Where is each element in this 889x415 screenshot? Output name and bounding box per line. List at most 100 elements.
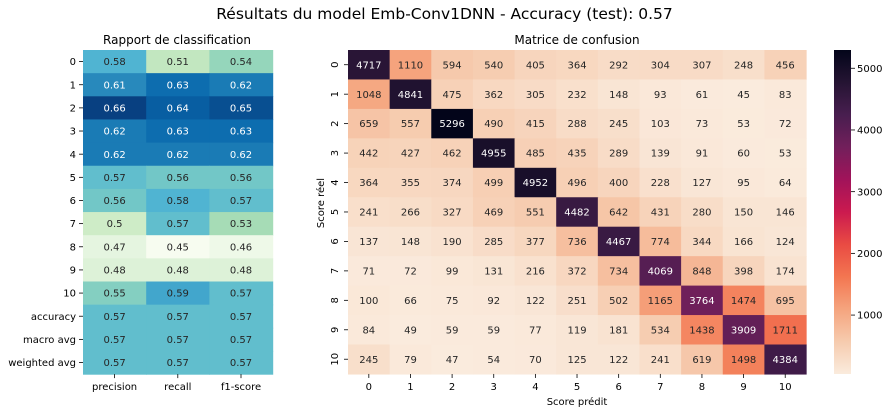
confusion-cell-label: 442: [359, 149, 378, 160]
confusion-cell: [431, 50, 474, 81]
confusion-cell: [722, 167, 765, 198]
confusion-cell: [389, 50, 432, 81]
report-cell-label: 0.57: [167, 335, 189, 346]
confusion-cell-label: 642: [609, 208, 628, 219]
confusion-cell-label: 4069: [648, 266, 673, 277]
confusion-cell: [472, 344, 516, 375]
confusion-cell-label: 75: [446, 296, 459, 307]
confusion-cell: [431, 108, 474, 139]
classification-report-title: Rapport de classification: [103, 33, 251, 47]
confusion-cell-label: 190: [443, 237, 462, 248]
confusion-cell: [764, 108, 807, 139]
confusion-cell-label: 83: [779, 90, 792, 101]
confusion-cell: [597, 315, 641, 346]
confusion-cell-label: 551: [526, 208, 545, 219]
report-ytick-label: accuracy: [31, 312, 76, 323]
confusion-cell: [389, 256, 432, 287]
confusion-matrix-heatmap: Matrice de confusion 4717 1110 594 540 405 36…: [315, 33, 807, 408]
confusion-cell: [556, 138, 599, 169]
report-cell: [146, 235, 210, 259]
report-cell-label: 0.54: [230, 57, 252, 68]
confusion-cell-label: 150: [734, 208, 753, 219]
confusion-cell: [348, 285, 391, 316]
confusion-cell: [472, 50, 516, 81]
report-cell-label: 0.56: [230, 173, 252, 184]
report-ytick-label: 4: [70, 150, 76, 161]
confusion-matrix-title: Matrice de confusion: [514, 33, 639, 47]
confusion-cell-label: 241: [359, 208, 378, 219]
confusion-cell: [597, 344, 641, 375]
confusion-cell: [681, 108, 724, 139]
confusion-cell: [389, 108, 432, 139]
report-cell: [209, 258, 274, 283]
report-cell: [146, 258, 210, 283]
confusion-cell: [431, 167, 474, 198]
confusion-cell: [681, 167, 724, 198]
report-cell-label: 0.63: [167, 127, 189, 138]
confusion-cell-label: 174: [776, 266, 795, 277]
confusion-cell: [514, 50, 557, 81]
confusion-cell: [556, 344, 599, 375]
confusion-cell-label: 4482: [564, 208, 589, 219]
confusion-cell-label: 61: [696, 90, 709, 101]
confusion-ytick-label: 4: [330, 179, 341, 185]
confusion-cell: [514, 138, 557, 169]
confusion-cell: [639, 108, 682, 139]
report-cell-label: 0.62: [103, 150, 125, 161]
confusion-cell-label: 4384: [772, 355, 797, 366]
confusion-cell-label: 540: [484, 60, 503, 71]
confusion-cell-label: 228: [651, 178, 670, 189]
colorbar-tick-label: 1000: [857, 311, 882, 322]
confusion-cell-label: 148: [609, 90, 628, 101]
confusion-cell-label: 245: [359, 355, 378, 366]
report-cell-label: 0.55: [103, 289, 125, 300]
report-cell-label: 0.57: [230, 289, 252, 300]
confusion-cell-label: 241: [651, 355, 670, 366]
confusion-cell: [764, 226, 807, 257]
confusion-cell: [597, 50, 641, 81]
confusion-cell: [514, 226, 557, 257]
report-cell: [83, 73, 147, 97]
confusion-cell-label: 285: [484, 237, 503, 248]
confusion-cell: [722, 50, 765, 81]
report-cell: [209, 212, 274, 236]
confusion-cell: [556, 50, 599, 81]
report-cell: [146, 350, 210, 375]
confusion-cell: [472, 256, 516, 287]
colorbar-tick-label: 5000: [857, 64, 882, 75]
confusion-cell-label: 70: [529, 355, 542, 366]
confusion-cell-label: 45: [737, 90, 750, 101]
confusion-xtick-label: 9: [740, 382, 746, 393]
confusion-cell: [472, 79, 516, 110]
confusion-cell: [556, 315, 599, 346]
confusion-cell: [722, 197, 765, 228]
confusion-cell-label: 496: [567, 178, 586, 189]
confusion-cell-label: 469: [484, 208, 503, 219]
confusion-cell-label: 232: [567, 90, 586, 101]
confusion-cell: [472, 138, 516, 169]
confusion-cell: [764, 197, 807, 228]
confusion-cell-label: 146: [776, 208, 795, 219]
report-ytick-label: 6: [70, 196, 76, 207]
confusion-cell-label: 53: [737, 119, 750, 130]
report-ytick-label: 0: [70, 57, 76, 68]
report-cell: [83, 258, 147, 283]
report-ytick-label: weighted avg: [8, 358, 76, 369]
report-cell-label: 0.57: [167, 219, 189, 230]
report-ytick-label: 3: [70, 127, 76, 138]
confusion-cell-label: 60: [737, 149, 750, 160]
confusion-cell: [681, 197, 724, 228]
confusion-cell: [764, 256, 807, 287]
confusion-cell: [681, 344, 724, 375]
confusion-cell-label: 364: [567, 60, 586, 71]
confusion-cell: [514, 197, 557, 228]
confusion-cell: [348, 344, 391, 375]
confusion-cell: [597, 138, 641, 169]
report-cell-label: 0.57: [167, 312, 189, 323]
confusion-cell-label: 5296: [439, 119, 464, 130]
confusion-cell-label: 280: [692, 208, 711, 219]
confusion-ytick-label: 3: [330, 150, 341, 156]
confusion-cell-label: 4467: [606, 237, 631, 248]
confusion-cell-label: 266: [401, 208, 420, 219]
confusion-cell-label: 137: [359, 237, 378, 248]
